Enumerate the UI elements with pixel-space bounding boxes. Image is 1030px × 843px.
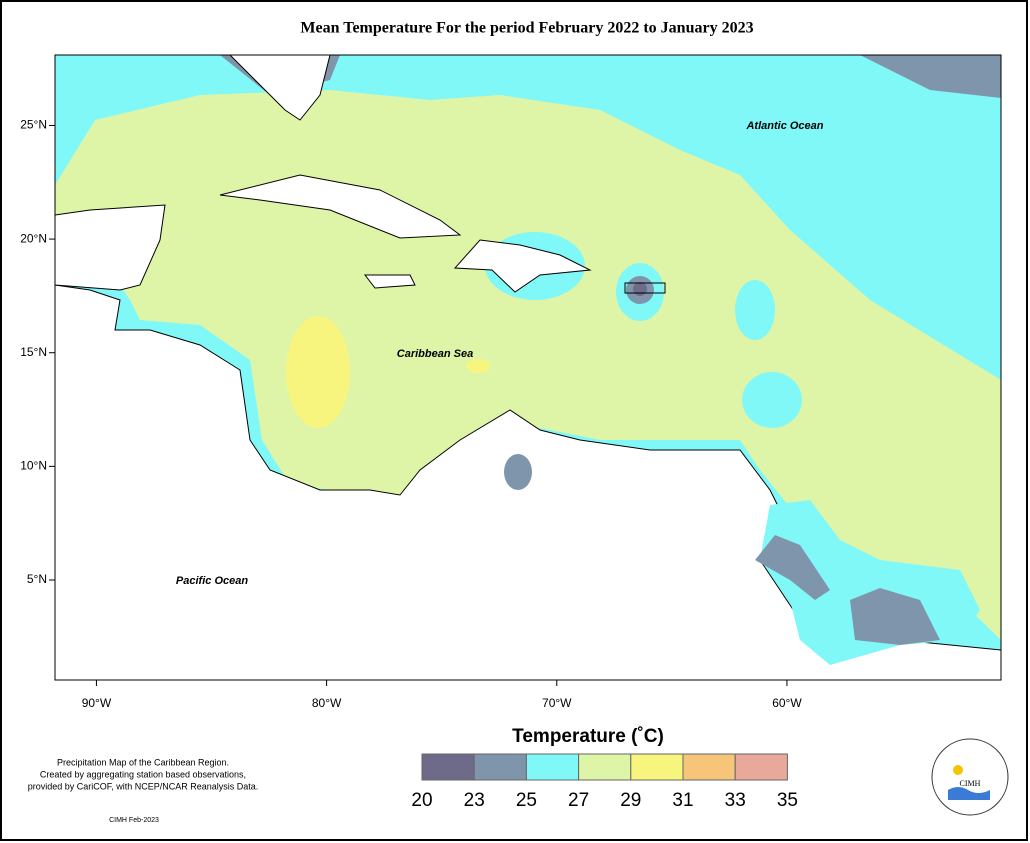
y-tick-label: 20°N <box>20 231 47 245</box>
title: Mean Temperature For the period February… <box>300 20 753 37</box>
map-label: Atlantic Ocean <box>745 120 823 132</box>
legend-swatch <box>578 753 632 781</box>
logo-water <box>948 787 990 800</box>
logo <box>931 738 1009 816</box>
logo-text: CIMH <box>960 779 981 788</box>
legend-swatch <box>525 753 580 781</box>
legend-swatch <box>473 753 527 781</box>
legend-title: Temperature (˚C) <box>512 726 664 747</box>
legend-label: 23 <box>464 790 485 811</box>
x-tick-label: 90°W <box>82 696 112 710</box>
note: Precipitation Map of the Caribbean Regio… <box>57 757 229 767</box>
x-tick-label: 80°W <box>312 696 342 710</box>
y-tick-label: 15°N <box>20 345 47 359</box>
note: Created by aggregating station based obs… <box>40 769 246 779</box>
legend-label: 35 <box>777 790 798 811</box>
legend-label: 25 <box>516 790 537 811</box>
legend-swatch <box>630 753 684 781</box>
x-tick-label: 70°W <box>542 696 572 710</box>
logo-sun <box>953 765 963 775</box>
legend-label: 29 <box>620 790 641 811</box>
legend-label: 20 <box>411 790 432 811</box>
map-frame <box>54 54 1002 681</box>
legend-swatch <box>682 753 736 781</box>
y-tick-label: 10°N <box>20 459 47 473</box>
legend-label: 31 <box>672 790 693 811</box>
legend-swatch <box>421 753 475 781</box>
map <box>55 55 1001 680</box>
legend-label: 33 <box>725 790 746 811</box>
map-label: Pacific Ocean <box>176 575 248 587</box>
legend-swatch <box>734 753 788 781</box>
credit: CIMH Feb-2023 <box>109 817 159 824</box>
legend-label: 27 <box>568 790 589 811</box>
x-tick-label: 60°W <box>772 696 802 710</box>
map-label: Caribbean Sea <box>397 348 473 360</box>
note: provided by CariCOF, with NCEP/NCAR Rean… <box>28 781 259 791</box>
y-tick-label: 25°N <box>20 118 47 132</box>
y-tick-label: 5°N <box>27 572 47 586</box>
